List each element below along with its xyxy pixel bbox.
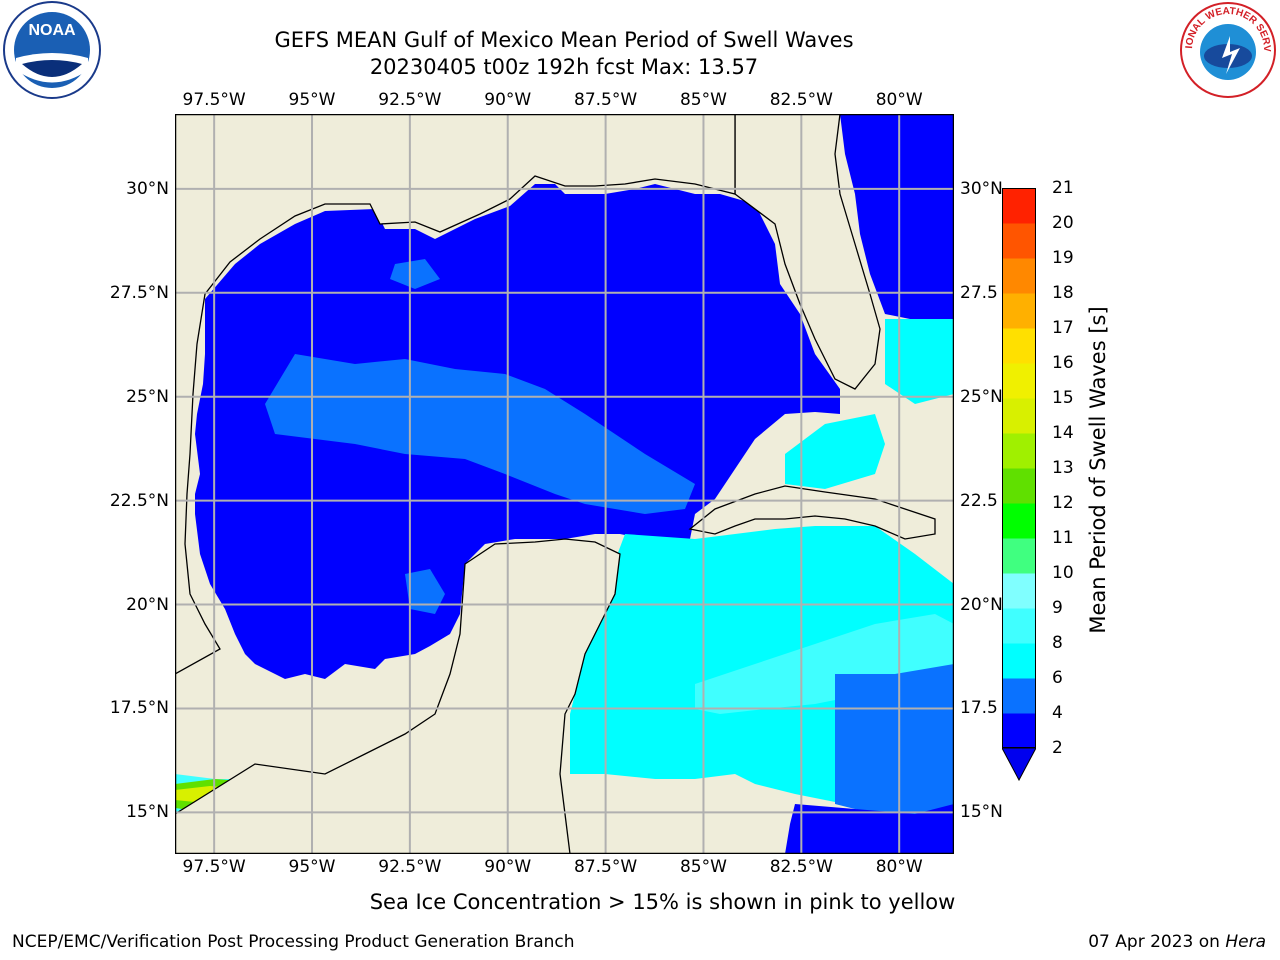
map-canvas: [174, 113, 955, 855]
gulf-medium-blue-patch: [390, 259, 440, 289]
nws-logo: NATIONAL WEATHER SERVICE: [1174, 0, 1278, 100]
colorbar-segment: [1002, 188, 1036, 224]
colorbar: [1001, 188, 1037, 783]
left-latitude-label: 17.5°N: [109, 698, 169, 719]
colorbar-tick-label: 9: [1052, 598, 1063, 618]
colorbar-tick-label: 17: [1052, 318, 1074, 338]
footer-host: Hera: [1225, 932, 1266, 952]
colorbar-tick-label: 16: [1052, 353, 1074, 373]
left-latitude-label: 27.5°N: [109, 282, 169, 303]
colorbar-tick-label: 10: [1052, 563, 1074, 583]
left-latitude-label: 15°N: [126, 802, 169, 823]
colorbar-tick-label: 18: [1052, 283, 1074, 303]
colorbar-segment: [1002, 328, 1036, 364]
colorbar-tick-label: 11: [1052, 528, 1074, 548]
noaa-logo: NOAA: [2, 0, 102, 100]
colorbar-segment: [1002, 258, 1036, 294]
colorbar-segment: [1002, 608, 1036, 644]
bottom-longitude-label: 80°W: [875, 857, 923, 877]
colorbar-segment: [1002, 713, 1036, 749]
map-gridlines: [175, 114, 954, 854]
left-latitude-label: 30°N: [126, 178, 169, 199]
colorbar-segment: [1002, 503, 1036, 539]
colorbar-tick-label: 2: [1052, 738, 1063, 758]
top-longitude-label: 97.5°W: [182, 90, 246, 110]
right-latitude-label: 30°N: [960, 178, 1003, 199]
top-longitude-label: 87.5°W: [574, 90, 638, 110]
colorbar-tick-label: 13: [1052, 458, 1074, 478]
left-latitude-label: 25°N: [126, 386, 169, 407]
bottom-longitude-label: 87.5°W: [574, 857, 638, 877]
colorbar-tick-label: 6: [1052, 668, 1063, 688]
chart-subtitle: 20230405 t00z 192h fcst Max: 13.57: [369, 55, 759, 79]
cuba-land: [688, 485, 936, 540]
colorbar-tick-label: 21: [1052, 178, 1074, 198]
colorbar-tick-label: 20: [1052, 213, 1074, 233]
colorbar-svg: [1001, 188, 1037, 782]
caribbean-medium-blue-east: [835, 664, 954, 819]
right-latitude-label: 15°N: [960, 802, 1003, 823]
colorbar-tick-label: 19: [1052, 248, 1074, 268]
noaa-logo-text: NOAA: [28, 22, 76, 39]
bottom-longitude-label: 97.5°W: [182, 857, 246, 877]
top-longitude-label: 90°W: [484, 90, 532, 110]
top-longitude-label: 92.5°W: [378, 90, 442, 110]
yucatan-land: [174, 538, 621, 855]
right-latitude-label: 20°N: [960, 594, 1003, 615]
colorbar-tick-label: 4: [1052, 703, 1063, 723]
bottom-longitude-label: 95°W: [288, 857, 336, 877]
central-gulf-medium-blue-region: [265, 354, 695, 514]
gulf-medium-blue-patch-south: [405, 569, 445, 614]
top-longitude-label: 82.5°W: [769, 90, 833, 110]
florida-straits-cyan: [785, 414, 885, 489]
colorbar-label: Mean Period of Swell Waves [s]: [1086, 306, 1110, 634]
east-cyan-strip: [885, 319, 954, 404]
colorbar-segment: [1002, 643, 1036, 679]
caribbean-deep-blue-south: [785, 804, 954, 854]
footer-credit: NCEP/EMC/Verification Post Processing Pr…: [12, 932, 575, 952]
right-latitude-label: 17.5: [960, 698, 998, 719]
colorbar-tick-label: 8: [1052, 633, 1063, 653]
bottom-longitude-label: 92.5°W: [378, 857, 442, 877]
left-latitude-label: 22.5°N: [109, 490, 169, 511]
colorbar-segment: [1002, 433, 1036, 469]
left-latitude-label: 20°N: [126, 594, 169, 615]
map-border: [174, 113, 955, 855]
right-latitude-label: 27.5: [960, 282, 998, 303]
colorbar-segment: [1002, 538, 1036, 574]
colorbar-tick-label: 14: [1052, 423, 1074, 443]
footer-date: 07 Apr 2023 on Hera: [1088, 932, 1266, 952]
top-longitude-label: 95°W: [288, 90, 336, 110]
map-panel: [174, 113, 955, 855]
atlantic-deep-blue-region: [840, 114, 954, 324]
colorbar-outline: [1002, 188, 1036, 748]
colorbar-segment: [1002, 468, 1036, 504]
top-longitude-label: 85°W: [679, 90, 727, 110]
colorbar-segment: [1002, 363, 1036, 399]
colorbar-segment: [1002, 573, 1036, 609]
chart-title: GEFS MEAN Gulf of Mexico Mean Period of …: [274, 28, 854, 52]
colorbar-segment: [1002, 398, 1036, 434]
bottom-longitude-label: 85°W: [679, 857, 727, 877]
colorbar-tick-label: 15: [1052, 388, 1074, 408]
florida-land: [734, 113, 881, 390]
colorbar-tick-label: 12: [1052, 493, 1074, 513]
us-coast-land: [174, 113, 736, 676]
colorbar-segment: [1002, 678, 1036, 714]
top-longitude-label: 80°W: [875, 90, 923, 110]
right-latitude-label: 25°N: [960, 386, 1003, 407]
footer-date-text: 07 Apr 2023 on: [1088, 932, 1226, 952]
bottom-longitude-label: 90°W: [484, 857, 532, 877]
colorbar-underflow-arrow: [1001, 747, 1037, 782]
colorbar-segment: [1002, 223, 1036, 259]
colorbar-segment: [1002, 293, 1036, 329]
bottom-longitude-label: 82.5°W: [769, 857, 833, 877]
caption: Sea Ice Concentration > 15% is shown in …: [369, 890, 956, 914]
right-latitude-label: 22.5: [960, 490, 998, 511]
